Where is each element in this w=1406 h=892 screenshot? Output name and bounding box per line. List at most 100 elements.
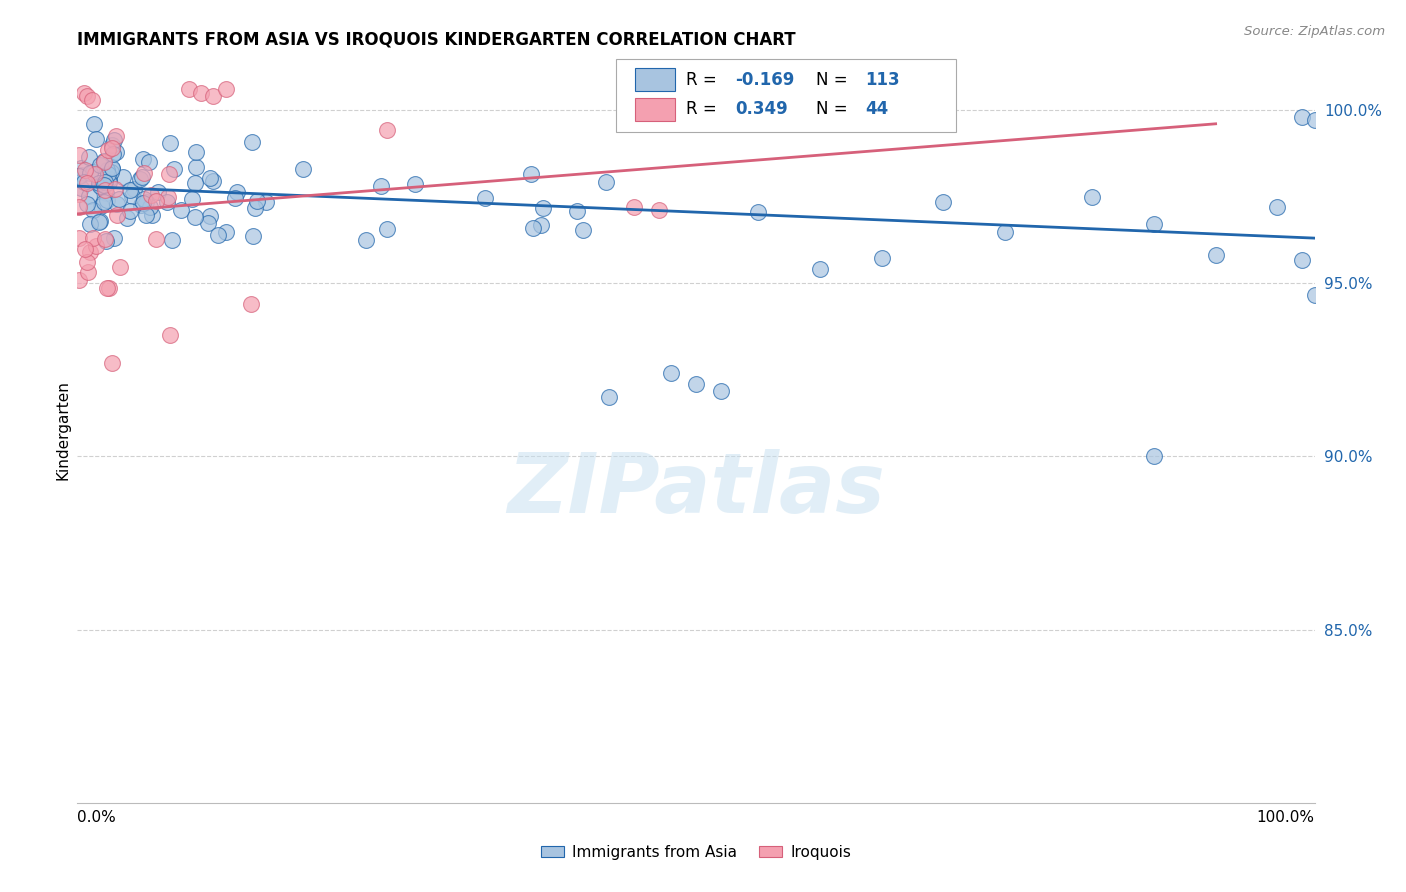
Point: [197, 216, 219, 230]
Point: [224, 191, 246, 205]
Point: [132, 196, 155, 211]
Point: [354, 233, 377, 247]
Point: [101, 161, 124, 176]
Point: [1081, 190, 1104, 204]
Text: ZIPatlas: ZIPatlas: [508, 450, 884, 531]
Point: [375, 122, 398, 136]
Point: [77, 189, 100, 203]
Point: [132, 166, 155, 180]
Point: [84, 131, 107, 145]
Point: [134, 192, 156, 206]
Point: [1205, 248, 1227, 262]
Point: [200, 171, 222, 186]
Point: [598, 391, 620, 405]
Point: [122, 182, 145, 196]
Point: [291, 161, 314, 176]
Point: [1267, 200, 1289, 214]
Point: [139, 200, 162, 214]
Point: [623, 200, 645, 214]
Point: [146, 185, 169, 199]
Point: [97, 167, 120, 181]
Point: [67, 200, 90, 214]
Point: [530, 218, 553, 232]
Legend: Immigrants from Asia, Iroquois: Immigrants from Asia, Iroquois: [534, 838, 858, 866]
Point: [82, 203, 104, 218]
Point: [82, 231, 104, 245]
Text: 113: 113: [866, 70, 900, 88]
Point: [595, 175, 617, 189]
Point: [84, 167, 107, 181]
Point: [76, 255, 98, 269]
Text: 0.349: 0.349: [735, 101, 789, 119]
Point: [132, 152, 155, 166]
Text: R =: R =: [686, 101, 723, 119]
Point: [246, 194, 269, 209]
Point: [145, 194, 167, 208]
Point: [76, 176, 98, 190]
Point: [129, 171, 152, 186]
Point: [254, 195, 277, 210]
Point: [82, 93, 104, 107]
FancyBboxPatch shape: [636, 98, 675, 120]
Point: [138, 155, 160, 169]
Text: 0.0%: 0.0%: [77, 810, 117, 825]
Point: [159, 136, 181, 150]
Point: [808, 261, 831, 276]
Point: [215, 82, 238, 96]
Point: [100, 138, 122, 153]
Point: [710, 384, 733, 398]
Point: [201, 174, 224, 188]
Point: [239, 297, 262, 311]
Point: [75, 162, 97, 177]
Point: [184, 145, 207, 159]
Point: [67, 148, 90, 162]
Point: [115, 211, 138, 226]
Point: [870, 251, 893, 265]
Point: [567, 203, 589, 218]
Point: [90, 199, 112, 213]
Point: [111, 170, 134, 185]
Point: [70, 161, 93, 175]
Point: [994, 225, 1017, 239]
Text: N =: N =: [815, 101, 853, 119]
Point: [520, 168, 543, 182]
Point: [103, 133, 125, 147]
Point: [67, 231, 90, 245]
Point: [141, 208, 163, 222]
Point: [104, 182, 127, 196]
Point: [94, 232, 117, 246]
Point: [101, 356, 124, 370]
Point: [104, 145, 127, 159]
Point: [89, 179, 111, 194]
Text: Source: ZipAtlas.com: Source: ZipAtlas.com: [1244, 25, 1385, 38]
Point: [1291, 110, 1313, 124]
Point: [186, 160, 208, 174]
Point: [145, 232, 167, 246]
Point: [105, 196, 128, 211]
Point: [215, 226, 238, 240]
Point: [67, 169, 90, 183]
Point: [97, 172, 120, 186]
Point: [474, 191, 496, 205]
Point: [77, 150, 100, 164]
Point: [98, 176, 121, 190]
Point: [157, 167, 180, 181]
Point: [97, 143, 120, 157]
Point: [96, 162, 118, 177]
Point: [1303, 113, 1326, 128]
Point: [531, 201, 554, 215]
Point: [183, 176, 205, 190]
Point: [73, 175, 96, 189]
Point: [190, 86, 212, 100]
Point: [108, 260, 131, 274]
Point: [87, 214, 110, 228]
Point: [105, 128, 128, 143]
Point: [163, 162, 186, 177]
Point: [169, 203, 191, 218]
Point: [571, 223, 593, 237]
Point: [93, 178, 115, 192]
Point: [76, 265, 98, 279]
Point: [129, 198, 152, 212]
Point: [79, 244, 101, 259]
Text: -0.169: -0.169: [735, 70, 794, 88]
